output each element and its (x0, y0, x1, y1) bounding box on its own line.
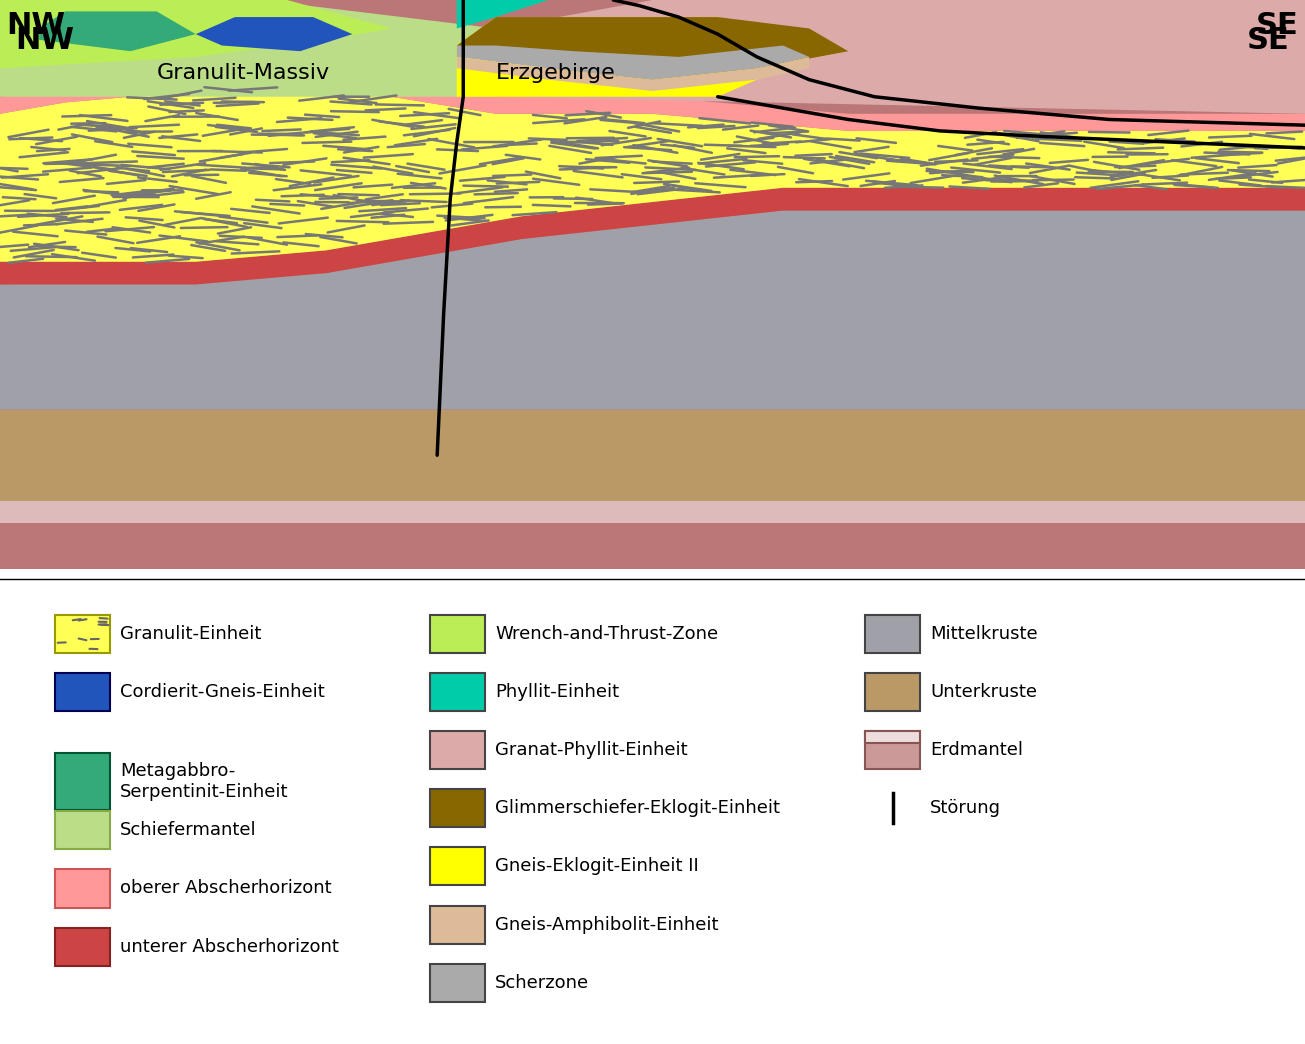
Polygon shape (0, 0, 496, 97)
Polygon shape (457, 0, 548, 28)
Text: Erdmantel: Erdmantel (930, 741, 1023, 759)
Bar (431, 905, 485, 944)
Bar (431, 731, 485, 769)
Polygon shape (457, 46, 809, 79)
Bar (865, 731, 920, 743)
Bar (431, 789, 485, 827)
Text: NW: NW (7, 11, 65, 41)
Text: Unterkruste: Unterkruste (930, 683, 1037, 701)
Bar (865, 672, 920, 711)
Bar (55, 811, 110, 850)
Bar (865, 731, 920, 769)
Polygon shape (457, 56, 809, 91)
Text: NW: NW (16, 26, 74, 55)
Text: Gneis-Eklogit-Einheit II: Gneis-Eklogit-Einheit II (495, 857, 698, 876)
Bar (431, 615, 485, 652)
Text: Störung: Störung (930, 800, 1001, 817)
Text: Granulit-Einheit: Granulit-Einheit (120, 624, 261, 643)
Text: Cordierit-Gneis-Einheit: Cordierit-Gneis-Einheit (120, 683, 325, 701)
Text: Gneis-Amphibolit-Einheit: Gneis-Amphibolit-Einheit (495, 916, 719, 933)
Text: Granat-Phyllit-Einheit: Granat-Phyllit-Einheit (495, 741, 688, 759)
Polygon shape (0, 68, 1305, 130)
Polygon shape (196, 17, 352, 51)
Polygon shape (457, 17, 848, 79)
Text: Metagabbro-
Serpentinit-Einheit: Metagabbro- Serpentinit-Einheit (120, 762, 288, 801)
Bar (431, 848, 485, 885)
Text: SE: SE (1246, 26, 1289, 55)
Polygon shape (39, 11, 196, 51)
Polygon shape (457, 17, 809, 97)
Polygon shape (496, 0, 1305, 114)
Bar (55, 870, 110, 907)
Polygon shape (0, 188, 1305, 285)
Text: Schiefermantel: Schiefermantel (120, 822, 257, 839)
Text: Granulit-Massiv: Granulit-Massiv (157, 63, 330, 82)
Bar (865, 615, 920, 652)
Polygon shape (0, 0, 1305, 569)
Bar (55, 615, 110, 652)
Text: SE: SE (1255, 11, 1298, 41)
Text: oberer Abscherhorizont: oberer Abscherhorizont (120, 879, 331, 898)
Bar (431, 964, 485, 1002)
Polygon shape (0, 409, 1305, 501)
Polygon shape (0, 0, 392, 68)
Polygon shape (0, 86, 1305, 262)
Text: Mittelkruste: Mittelkruste (930, 624, 1037, 643)
Text: Glimmerschiefer-Eklogit-Einheit: Glimmerschiefer-Eklogit-Einheit (495, 800, 780, 817)
Bar (55, 672, 110, 711)
Polygon shape (0, 211, 1305, 409)
Text: Scherzone: Scherzone (495, 974, 589, 992)
Text: Erzgebirge: Erzgebirge (496, 63, 616, 82)
Bar (55, 928, 110, 966)
Polygon shape (0, 501, 1305, 523)
Bar (55, 753, 110, 810)
Text: Phyllit-Einheit: Phyllit-Einheit (495, 683, 619, 701)
Text: Wrench-and-Thrust-Zone: Wrench-and-Thrust-Zone (495, 624, 718, 643)
Bar (431, 672, 485, 711)
Text: unterer Abscherhorizont: unterer Abscherhorizont (120, 938, 339, 955)
